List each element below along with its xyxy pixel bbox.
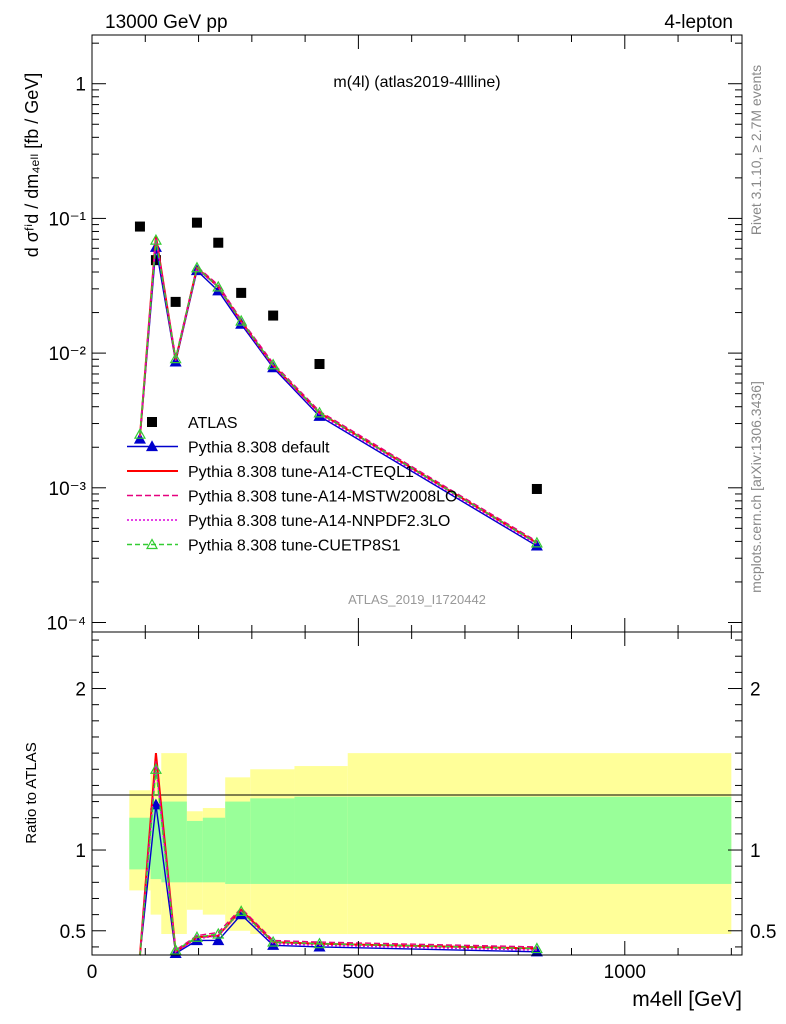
legend-label-pythia-8-308-tune-a14-cteql1: Pythia 8.308 tune-A14-CTEQL1 [188, 464, 414, 481]
main-point-pythia-8-308-tune-cuetp8s1 [267, 358, 280, 370]
ratio-y-tick-label-left: 2 [75, 680, 86, 701]
ratio-series-pythia-8-308-tune-a14-mstw2008lo [139, 761, 537, 956]
ratio-band-inner [202, 817, 226, 883]
main-y-axis-label: d σᶠⁱd / dm₄ₑₗₗ [fb / GeV] [22, 73, 42, 258]
ratio-y-tick-label-right: 1 [750, 841, 761, 862]
legend-label-pythia-8-308-default: Pythia 8.308 default [188, 440, 330, 457]
process-label: 4-lepton [664, 12, 733, 33]
ratio-line-pythia-8-308-tune-a14-mstw2008lo [139, 761, 537, 956]
ratio-point-pythia-8-308-tune-cuetp8s1 [190, 930, 203, 942]
main-y-tick-label: 10⁻² [49, 344, 87, 365]
x-tick-label: 0 [87, 962, 98, 983]
main-point-pythia-8-308-tune-cuetp8s1 [133, 427, 146, 439]
main-point-pythia-8-308-tune-cuetp8s1 [235, 314, 248, 326]
ratio-axes: 0.5 0.5 1 1 2 2 0 500 1000 [60, 632, 776, 983]
ratio-y-tick-label-left: 0.5 [60, 922, 86, 943]
main-series-pythia-8-308-tune-cuetp8s1 [133, 233, 543, 548]
main-point-atlas [150, 255, 161, 266]
main-point-atlas [531, 483, 542, 494]
plot-title: m(4l) (atlas2019-4llline) [333, 74, 500, 91]
ratio-band-inner [150, 804, 162, 880]
rivet-label: Rivet 3.1.10, ≥ 2.7M events [748, 65, 764, 235]
ratio-point-pythia-8-308-tune-cuetp8s1 [235, 905, 248, 916]
ratio-series-group [138, 753, 543, 958]
ratio-band-inner [225, 801, 251, 884]
ratio-point-pythia-8-308-tune-cuetp8s1 [149, 763, 162, 774]
main-point-pythia-8-308-tune-cuetp8s1 [313, 406, 326, 418]
main-point-atlas [236, 287, 247, 298]
ratio-y-tick-label-right: 2 [750, 680, 761, 701]
main-point-atlas [134, 221, 145, 232]
main-line-pythia-8-308-tune-cuetp8s1 [139, 240, 538, 544]
legend: ATLAS Pythia 8.308 default Pythia 8.308 tu… [127, 415, 457, 555]
legend-item-pythia-8-308-tune-a14-cteql1: Pythia 8.308 tune-A14-CTEQL1 [127, 464, 414, 481]
main-y-tick-label: 10⁻¹ [49, 209, 87, 230]
ratio-point-pythia-8-308-default [149, 798, 162, 810]
legend-item-pythia-8-308-tune-cuetp8s1: Pythia 8.308 tune-CUETP8S1 [127, 538, 401, 555]
ratio-point-pythia-8-308-tune-cuetp8s1 [212, 927, 225, 939]
ratio-line-pythia-8-308-tune-cuetp8s1 [139, 769, 537, 956]
main-point-pythia-8-308-default [169, 355, 182, 367]
main-series-group [133, 217, 543, 551]
main-y-tick-label: 10⁻³ [49, 479, 87, 500]
main-y-tick-label: 1 [75, 75, 86, 96]
main-point-pythia-8-308-tune-cuetp8s1 [149, 233, 162, 245]
main-point-pythia-8-308-tune-cuetp8s1 [169, 352, 182, 364]
energy-label: 13000 GeV pp [105, 12, 228, 33]
main-axes: 10⁻⁴ 10⁻³ 10⁻² 10⁻¹ 1 [47, 35, 742, 634]
ratio-bands [129, 753, 732, 935]
legend-item-pythia-8-308-default: Pythia 8.308 default [127, 440, 330, 457]
main-point-pythia-8-308-default [530, 539, 543, 551]
main-point-pythia-8-308-tune-cuetp8s1 [530, 536, 543, 548]
ratio-panel: 0.5 0.5 1 1 2 2 0 500 1000 [60, 631, 776, 983]
legend-label-pythia-8-308-tune-cuetp8s1: Pythia 8.308 tune-CUETP8S1 [188, 538, 401, 555]
main-panel: 10⁻⁴ 10⁻³ 10⁻² 10⁻¹ 1 ATLAS Pythia 8.308 defa… [47, 34, 743, 634]
legend-marker-pythia-8-308-default [145, 440, 159, 452]
x-axis-label: m4ell [GeV] [632, 988, 742, 1011]
ratio-y-tick-label-right: 0.5 [750, 922, 776, 943]
main-point-atlas [191, 217, 202, 228]
ratio-line-pythia-8-308-tune-a14-nnpdf2-3lo [139, 765, 537, 956]
ratio-band-inner [294, 796, 348, 884]
site-label: mcplots.cern.ch [arXiv:1306.3436] [748, 381, 764, 593]
legend-label-pythia-8-308-tune-a14-mstw2008lo: Pythia 8.308 tune-A14-MSTW2008LO [188, 489, 457, 506]
ratio-point-pythia-8-308-default [267, 939, 280, 950]
ratio-frame [91, 631, 743, 956]
ratio-point-pythia-8-308-tune-cuetp8s1 [530, 942, 543, 954]
analysis-id: ATLAS_2019_I1720442 [348, 592, 486, 607]
ratio-point-pythia-8-308-tune-cuetp8s1 [267, 935, 280, 947]
legend-item-atlas: ATLAS [147, 415, 238, 432]
x-tick-label: 1000 [604, 962, 646, 983]
x-tick-label: 500 [343, 962, 375, 983]
ratio-point-pythia-8-308-default [212, 934, 225, 946]
main-y-tick-label: 10⁻⁴ [47, 613, 86, 634]
main-series-atlas [134, 217, 542, 494]
legend-label-pythia-8-308-tune-a14-nnpdf2-3lo: Pythia 8.308 tune-A14-NNPDF2.3LO [188, 513, 450, 530]
ratio-point-pythia-8-308-default [530, 945, 543, 957]
ratio-point-pythia-8-308-tune-cuetp8s1 [169, 943, 182, 955]
main-point-atlas [213, 237, 224, 248]
legend-marker-atlas [147, 417, 157, 427]
legend-item-pythia-8-308-tune-a14-nnpdf2-3lo: Pythia 8.308 tune-A14-NNPDF2.3LO [127, 513, 450, 530]
ratio-point-pythia-8-308-tune-cuetp8s1 [313, 937, 326, 949]
main-point-atlas [268, 310, 279, 321]
ratio-band-inner [129, 817, 151, 870]
ratio-y-tick-label-left: 1 [75, 841, 86, 862]
ratio-y-axis-label: Ratio to ATLAS [23, 742, 40, 843]
legend-item-pythia-8-308-tune-a14-mstw2008lo: Pythia 8.308 tune-A14-MSTW2008LO [127, 489, 457, 506]
main-point-atlas [170, 296, 181, 307]
ratio-band-inner [186, 820, 203, 883]
legend-label-atlas: ATLAS [188, 415, 238, 432]
main-point-pythia-8-308-tune-cuetp8s1 [212, 280, 225, 292]
ratio-band-inner [347, 796, 732, 884]
main-point-atlas [314, 359, 325, 370]
ratio-series-pythia-8-308-tune-cuetp8s1 [139, 763, 543, 956]
ratio-series-pythia-8-308-tune-a14-nnpdf2-3lo [139, 765, 537, 956]
main-point-pythia-8-308-tune-cuetp8s1 [190, 261, 203, 273]
ratio-point-pythia-8-308-default [313, 940, 326, 952]
legend-marker-pythia-8-308-tune-cuetp8s1 [145, 538, 159, 550]
ratio-band-inner [250, 798, 295, 884]
